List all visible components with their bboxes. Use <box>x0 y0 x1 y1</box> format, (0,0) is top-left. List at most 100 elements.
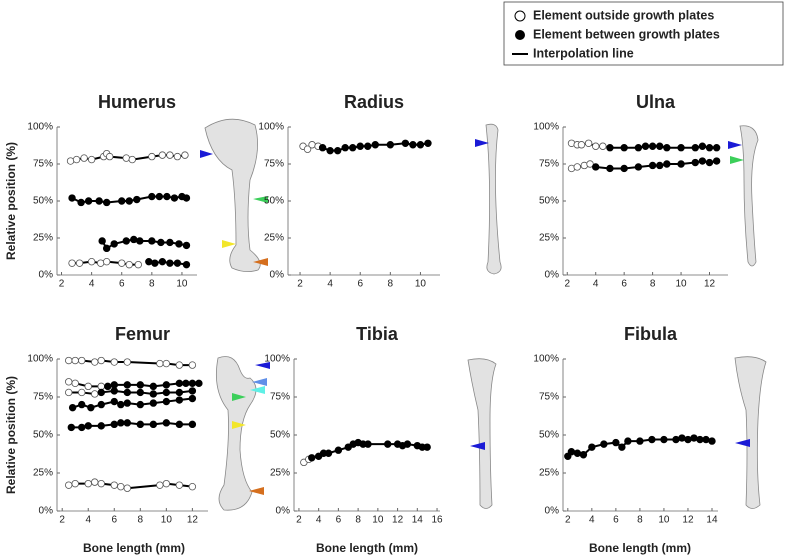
arrow <box>253 258 268 266</box>
data-point <box>91 358 99 366</box>
bone-illustrations <box>200 118 767 511</box>
data-point <box>677 160 685 168</box>
x-tick-label: 12 <box>682 515 694 526</box>
data-point <box>155 192 164 201</box>
data-point <box>173 259 182 267</box>
data-point <box>175 240 183 248</box>
data-point <box>136 388 145 397</box>
arrow <box>200 150 213 158</box>
data-point <box>110 358 118 366</box>
arrow <box>250 386 265 394</box>
data-point <box>698 157 707 165</box>
x-tick-label: 16 <box>431 515 443 526</box>
data-point <box>620 144 628 152</box>
data-point <box>600 440 608 448</box>
x-tick-label: 8 <box>138 515 144 526</box>
legend-open-marker <box>514 10 526 22</box>
data-point <box>110 240 118 248</box>
data-point <box>386 141 395 149</box>
x-tick-label: 4 <box>327 279 333 290</box>
data-point <box>65 481 73 489</box>
data-point <box>65 356 73 365</box>
data-point <box>84 479 92 488</box>
data-point <box>182 379 190 388</box>
data-point <box>162 388 171 397</box>
data-point <box>158 257 167 266</box>
ulna-bone <box>739 125 759 267</box>
data-point <box>401 139 410 147</box>
data-point <box>188 394 197 403</box>
data-point <box>157 238 165 247</box>
data-point <box>691 144 699 152</box>
data-point <box>349 144 357 152</box>
data-point <box>156 359 164 368</box>
data-point <box>175 379 184 388</box>
y-tick-label: 100% <box>533 354 559 365</box>
data-point <box>175 388 184 397</box>
data-point <box>162 381 171 389</box>
y-tick-label: 100% <box>264 354 290 365</box>
data-point <box>166 151 174 159</box>
x-tick-label: 6 <box>357 279 363 290</box>
data-point <box>84 382 92 391</box>
data-point <box>660 435 668 444</box>
data-point <box>424 139 432 147</box>
y-tick-label: 25% <box>270 468 290 479</box>
data-point <box>384 440 392 448</box>
data-point <box>148 237 156 245</box>
data-point <box>78 388 86 397</box>
x-tick-label: 8 <box>149 279 155 290</box>
arrow <box>475 139 489 147</box>
y-tick-label: 50% <box>539 196 559 207</box>
arrow <box>252 378 267 386</box>
data-point <box>95 197 103 205</box>
arrow <box>470 442 485 450</box>
y-tick-label: 50% <box>33 430 53 441</box>
x-tick-label: 8 <box>637 515 643 526</box>
data-point <box>162 359 171 368</box>
data-point <box>104 382 112 391</box>
legend-label: Element between growth plates <box>533 27 720 41</box>
data-point <box>341 144 349 152</box>
y-tick-label: 100% <box>27 122 53 133</box>
data-point <box>123 419 131 427</box>
data-point <box>102 244 111 253</box>
data-point <box>326 146 334 155</box>
data-point <box>136 381 145 389</box>
data-point <box>117 482 125 491</box>
x-tick-label: 6 <box>613 515 619 526</box>
data-point <box>68 194 76 202</box>
data-point <box>136 400 145 409</box>
data-point <box>423 443 431 451</box>
data-point <box>123 484 131 492</box>
legend-label: Element outside growth plates <box>533 8 714 22</box>
x-tick-label: 2 <box>565 515 571 526</box>
data-point <box>634 163 643 171</box>
y-tick-label: 75% <box>539 159 559 170</box>
y-tick-label: 0% <box>270 270 285 281</box>
data-point <box>149 420 158 429</box>
y-tick-label: 100% <box>27 354 53 365</box>
femur-bone <box>215 356 257 511</box>
data-point <box>71 356 79 365</box>
chart-title: Humerus <box>98 92 176 112</box>
arrow <box>232 393 246 401</box>
data-point <box>87 403 95 412</box>
data-point <box>175 361 184 369</box>
data-point <box>188 379 197 388</box>
data-point <box>156 481 164 489</box>
chart-title: Tibia <box>356 324 399 344</box>
arrow <box>728 141 742 149</box>
data-point <box>65 378 73 386</box>
data-point <box>80 154 88 162</box>
data-point <box>122 237 130 245</box>
data-point <box>110 397 118 406</box>
data-point <box>102 198 111 207</box>
x-axis-label: Bone length (mm) <box>316 541 418 555</box>
y-tick-label: 25% <box>539 468 559 479</box>
legend-box <box>503 1 784 66</box>
y-tick-label: 0% <box>545 506 560 517</box>
data-point <box>188 482 197 491</box>
data-point <box>634 144 643 152</box>
